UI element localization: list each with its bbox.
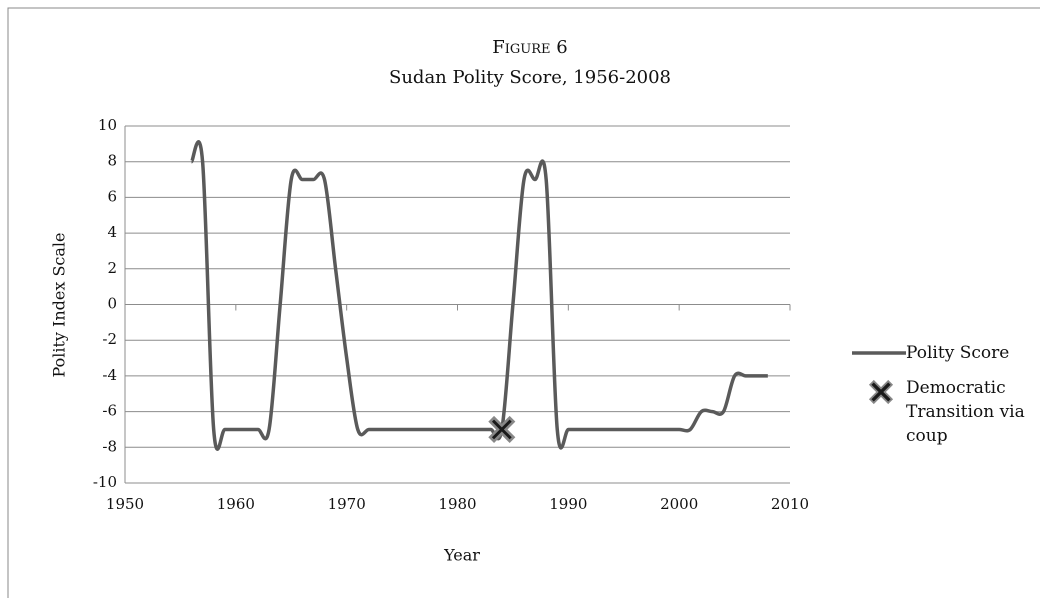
- x-tick-label: 1990: [549, 495, 587, 513]
- legend-label: Polity Score: [906, 343, 1010, 363]
- y-tick-label: -6: [102, 402, 117, 420]
- legend-swatch: [868, 379, 894, 405]
- chart-title: Figure 6: [492, 37, 567, 58]
- y-tick-label: -10: [93, 473, 117, 491]
- x-axis-title: Year: [443, 546, 480, 565]
- y-tick-label: 8: [107, 152, 117, 170]
- y-tick-label: -8: [102, 437, 117, 455]
- x-tick-label: 1950: [106, 495, 144, 513]
- y-tick-label: 2: [107, 259, 117, 277]
- x-tick-label: 1970: [328, 495, 366, 513]
- x-tick-label: 2000: [660, 495, 698, 513]
- series-line: [189, 140, 768, 451]
- y-tick-label: -2: [102, 330, 117, 348]
- marker-shape: [488, 415, 516, 443]
- transition-marker: [488, 415, 516, 443]
- y-tick-label: 4: [107, 223, 117, 241]
- x-tick-label: 2010: [771, 495, 809, 513]
- y-tick-label: 6: [107, 187, 117, 205]
- y-axis-title: Polity Index Scale: [50, 232, 69, 377]
- y-tick-label: 10: [98, 116, 117, 134]
- chart-frame: [7, 7, 1040, 598]
- x-tick-label: 1980: [438, 495, 476, 513]
- y-tick-label: 0: [107, 295, 117, 313]
- y-tick-label: -4: [102, 366, 117, 384]
- chart-subtitle: Sudan Polity Score, 1956-2008: [389, 67, 671, 88]
- legend-label: Democratic Transition via coup: [906, 378, 1025, 446]
- x-tick-label: 1960: [217, 495, 255, 513]
